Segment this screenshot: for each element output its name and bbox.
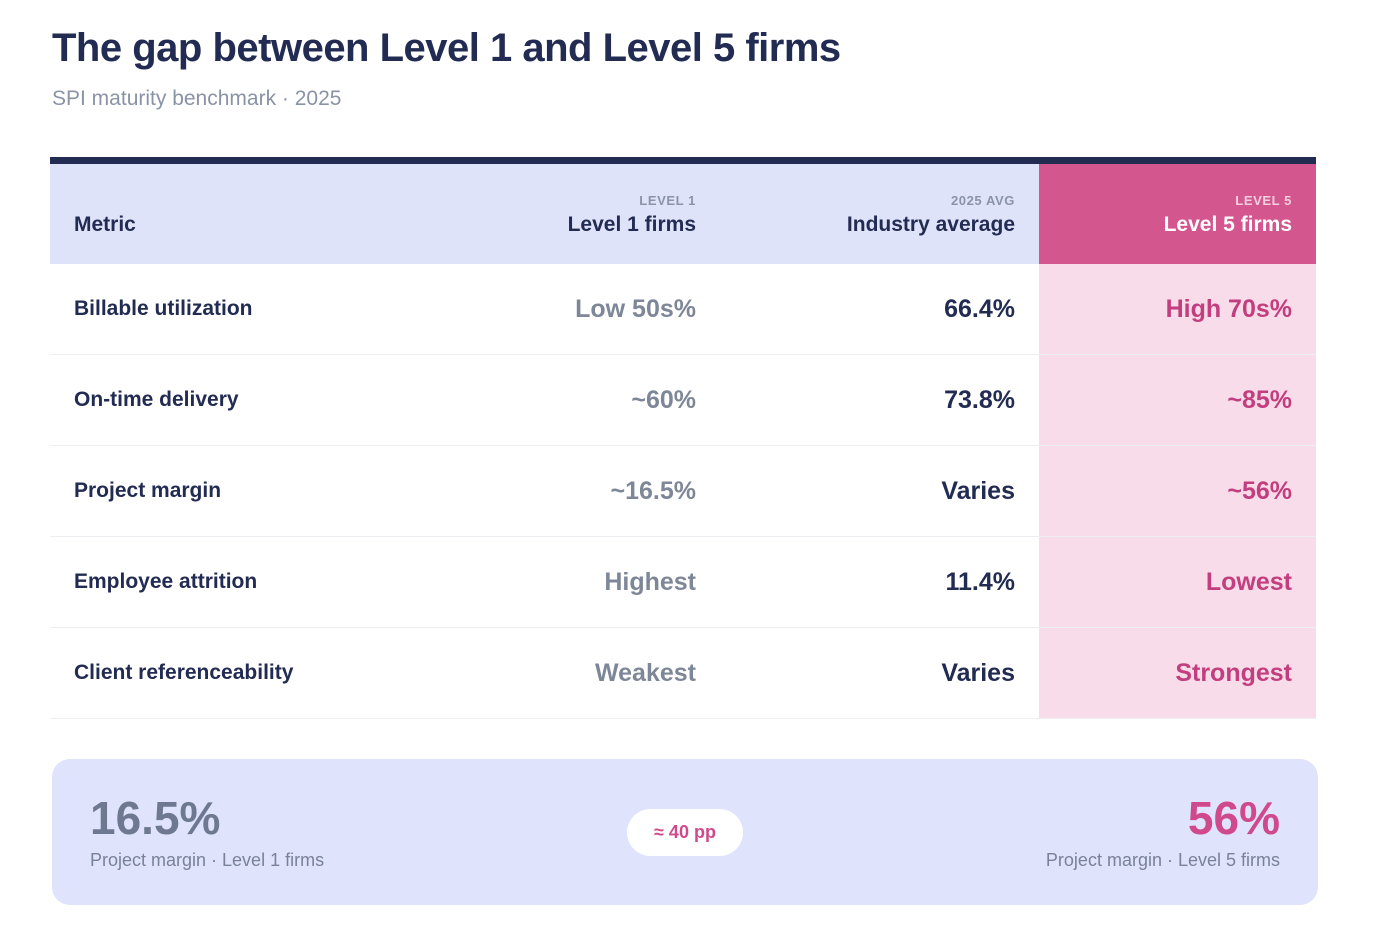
level5-value-cell: High 70s% bbox=[1039, 264, 1316, 355]
table-row-billable-utilization: Billable utilization Low 50s% 66.4% High… bbox=[50, 264, 1316, 356]
industry-average-value-cell: 66.4% bbox=[944, 294, 1015, 323]
level5-value-cell: Lowest bbox=[1039, 537, 1316, 628]
level5-value-cell: ~56% bbox=[1039, 446, 1316, 537]
metric-cell: Employee attrition bbox=[74, 570, 258, 594]
table-row-project-margin: Project margin ~16.5% Varies ~56% bbox=[50, 446, 1316, 538]
industry-average-value-cell: Varies bbox=[941, 658, 1015, 687]
industry-average-value-cell: 11.4% bbox=[945, 567, 1015, 596]
column-header-level5: LEVEL 5 Level 5 firms bbox=[1039, 164, 1316, 265]
metric-header-label: Metric bbox=[74, 212, 136, 236]
gap-pill-badge: ≈ 40 pp bbox=[627, 808, 743, 856]
summary-level1-block: 16.5% Project margin · Level 1 firms bbox=[90, 791, 627, 871]
level1-header-label: Level 1 firms bbox=[567, 212, 696, 236]
level1-kicker: LEVEL 1 bbox=[639, 192, 696, 208]
industry-average-kicker: 2025 AVG bbox=[950, 192, 1015, 208]
level1-value-cell: Highest bbox=[604, 567, 696, 596]
industry-average-value-cell: 73.8% bbox=[944, 385, 1015, 414]
industry-average-header-label: Industry average bbox=[846, 212, 1015, 236]
level5-kicker: LEVEL 5 bbox=[1235, 192, 1292, 208]
level1-value-cell: ~16.5% bbox=[610, 476, 697, 505]
metric-cell: On-time delivery bbox=[74, 388, 239, 412]
table-row-client-referenceability: Client referenceability Weakest Varies S… bbox=[50, 628, 1316, 720]
level1-value-cell: Low 50s% bbox=[575, 294, 696, 323]
metric-cell: Project margin bbox=[74, 479, 222, 503]
level5-value-cell: ~85% bbox=[1039, 355, 1316, 446]
industry-average-value-cell: Varies bbox=[941, 476, 1015, 505]
level1-value-cell: Weakest bbox=[595, 658, 696, 687]
column-header-industry-average: 2025 AVG Industry average bbox=[720, 164, 1039, 264]
level5-value-cell: Strongest bbox=[1039, 628, 1316, 719]
summary-level1-label: Project margin · Level 1 firms bbox=[90, 849, 325, 870]
benchmark-table: Metric LEVEL 1 Level 1 firms 2025 AVG In… bbox=[50, 157, 1316, 720]
page-title: The gap between Level 1 and Level 5 firm… bbox=[52, 26, 841, 70]
metric-cell: Billable utilization bbox=[74, 297, 253, 321]
level1-value-cell: ~60% bbox=[631, 385, 696, 414]
table-row-on-time-delivery: On-time delivery ~60% 73.8% ~85% bbox=[50, 355, 1316, 447]
summary-level5-block: 56% Project margin · Level 5 firms bbox=[743, 791, 1280, 871]
metric-kicker-spacer bbox=[74, 191, 406, 212]
summary-level1-value: 16.5% bbox=[90, 791, 221, 844]
column-header-level1: LEVEL 1 Level 1 firms bbox=[430, 164, 720, 264]
table-top-accent-bar bbox=[50, 157, 1316, 165]
summary-level5-label: Project margin · Level 5 firms bbox=[1045, 849, 1280, 870]
metric-cell: Client referenceability bbox=[74, 661, 294, 685]
column-header-metric: Metric bbox=[50, 164, 430, 264]
summary-level5-value: 56% bbox=[1187, 791, 1280, 844]
summary-card: 16.5% Project margin · Level 1 firms ≈ 4… bbox=[52, 759, 1318, 906]
page: The gap between Level 1 and Level 5 firm… bbox=[50, 26, 1318, 906]
page-subtitle: SPI maturity benchmark · 2025 bbox=[52, 87, 342, 110]
table-row-employee-attrition: Employee attrition Highest 11.4% Lowest bbox=[50, 537, 1316, 629]
table-header-row: Metric LEVEL 1 Level 1 firms 2025 AVG In… bbox=[50, 164, 1316, 265]
level5-header-label: Level 5 firms bbox=[1163, 212, 1292, 236]
